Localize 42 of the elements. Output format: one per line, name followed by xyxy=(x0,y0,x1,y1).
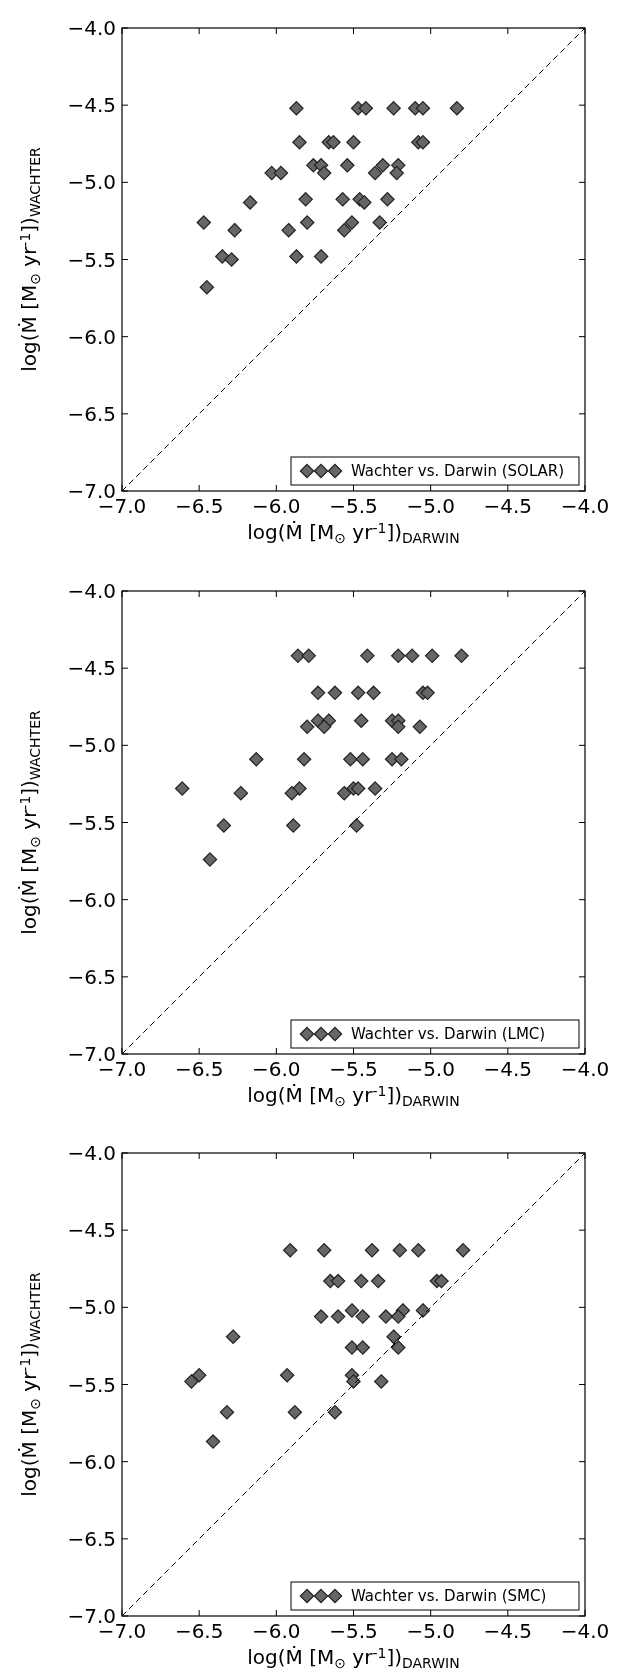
x-tick-label: −5.5 xyxy=(329,494,378,518)
x-tick-label: −6.5 xyxy=(174,494,224,518)
y-tick-label: −5.0 xyxy=(67,733,116,758)
x-tick-label: −5.0 xyxy=(406,494,455,518)
legend-label: Wachter vs. Darwin (LMC) xyxy=(351,1025,546,1043)
x-tick-label: −5.5 xyxy=(329,1057,378,1081)
x-tick-label: −6.0 xyxy=(252,1057,301,1081)
y-tick-label: −5.0 xyxy=(67,170,116,195)
x-tick-label: −6.5 xyxy=(174,1057,224,1081)
x-tick-label: −6.0 xyxy=(252,494,301,518)
x-tick-label: −5.5 xyxy=(329,1619,378,1643)
legend-label: Wachter vs. Darwin (SMC) xyxy=(351,1587,547,1605)
x-tick-label: −6.5 xyxy=(174,1619,224,1643)
x-axis-title: log(Ṁ [M$_{⊙}$ yr$^{-1}$])$_{DARWIN}$ xyxy=(247,1083,460,1109)
x-tick-label: −4.5 xyxy=(483,1619,533,1643)
y-tick-label: −4.5 xyxy=(67,93,116,118)
x-tick-label: −4.5 xyxy=(483,494,533,518)
legend-label: Wachter vs. Darwin (SOLAR) xyxy=(351,462,565,480)
y-tick-label: −6.0 xyxy=(67,324,116,349)
x-tick-label: −4.5 xyxy=(483,1057,533,1081)
x-axis-title: log(Ṁ [M$_{⊙}$ yr$^{-1}$])$_{DARWIN}$ xyxy=(247,1645,460,1671)
y-tick-label: −4.5 xyxy=(67,1218,116,1243)
y-tick-label: −4.0 xyxy=(67,16,116,40)
y-tick-label: −6.0 xyxy=(67,1449,116,1474)
x-tick-label: −5.0 xyxy=(406,1057,455,1081)
y-tick-label: −6.5 xyxy=(67,401,116,426)
y-tick-label: −6.5 xyxy=(67,1526,116,1551)
x-tick-label: −4.0 xyxy=(560,1057,610,1081)
y-tick-label: −4.0 xyxy=(67,1141,116,1165)
x-tick-label: −4.0 xyxy=(560,1619,610,1643)
y-tick-label: −6.5 xyxy=(67,964,116,989)
x-tick-label: −6.0 xyxy=(252,1619,301,1643)
y-tick-label: −5.0 xyxy=(67,1295,116,1320)
x-axis-title: log(Ṁ [M$_{⊙}$ yr$^{-1}$])$_{DARWIN}$ xyxy=(247,520,460,546)
x-tick-label: −4.0 xyxy=(560,494,610,518)
y-tick-label: −5.5 xyxy=(67,247,116,272)
x-tick-label: −5.0 xyxy=(406,1619,455,1643)
y-tick-label: −4.5 xyxy=(67,656,116,681)
y-tick-label: −6.0 xyxy=(67,887,116,912)
y-tick-label: −5.5 xyxy=(67,810,116,835)
y-tick-label: −4.0 xyxy=(67,579,116,603)
y-tick-label: −5.5 xyxy=(67,1372,116,1397)
